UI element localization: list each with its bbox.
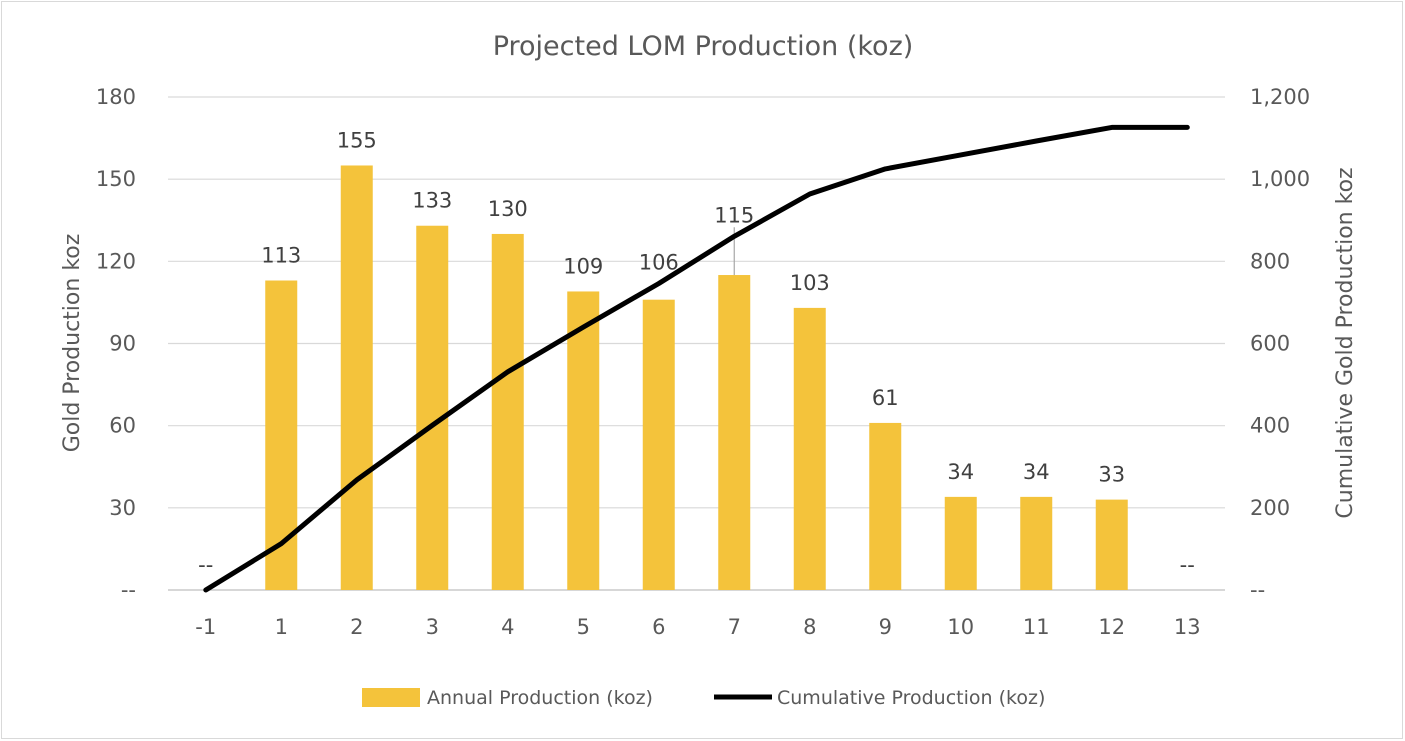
left-tick-label: 30 [109, 496, 136, 520]
data-label: 103 [790, 271, 830, 295]
x-tick-label: -1 [195, 615, 216, 639]
bar [869, 422, 902, 590]
x-tick-label: 8 [803, 615, 816, 639]
bar [567, 291, 600, 590]
data-label: 61 [872, 386, 899, 410]
right-tick-label: -- [1250, 578, 1265, 602]
data-labels: -- 113 155 133 130 109 106 115 103 61 34 34 33 -- [198, 128, 1195, 577]
left-tick-label: 150 [96, 167, 136, 191]
left-tick-label: 180 [96, 85, 136, 109]
x-tick-label: 12 [1098, 615, 1125, 639]
x-axis-ticks: -1 1 2 3 4 5 6 7 8 9 10 11 12 13 [195, 615, 1200, 639]
cumulative-line [203, 124, 1190, 593]
bar [718, 275, 751, 590]
data-label: 115 [714, 203, 754, 227]
left-tick-label: 60 [109, 414, 136, 438]
x-tick-label: 1 [275, 615, 288, 639]
right-axis-title: Cumulative Gold Production koz [1333, 167, 1358, 518]
legend-bar-swatch [362, 688, 420, 707]
left-tick-label: 90 [109, 332, 136, 356]
right-tick-label: 600 [1250, 332, 1290, 356]
bar [340, 165, 373, 590]
data-label: 133 [412, 189, 452, 213]
x-tick-label: 6 [652, 615, 665, 639]
data-label: -- [198, 553, 213, 577]
right-tick-label: 200 [1250, 496, 1290, 520]
right-axis-ticks: -- 200 400 600 800 1,000 1,200 [1250, 85, 1310, 602]
bar [416, 225, 449, 590]
x-tick-label: 7 [728, 615, 741, 639]
data-label: 113 [261, 244, 301, 268]
bar [1095, 499, 1128, 590]
x-tick-label: 4 [501, 615, 514, 639]
x-tick-label: 10 [947, 615, 974, 639]
legend-line-label: Cumulative Production (koz) [777, 687, 1045, 709]
data-label: 155 [337, 128, 377, 152]
gridlines [168, 96, 1225, 591]
bar [265, 280, 298, 590]
bar [793, 307, 826, 590]
right-tick-label: 400 [1250, 414, 1290, 438]
left-axis-ticks: -- 30 60 90 120 150 180 [96, 85, 136, 602]
bar [1020, 496, 1053, 590]
legend-bar-label: Annual Production (koz) [427, 687, 653, 709]
right-tick-label: 800 [1250, 249, 1290, 273]
bar [491, 233, 524, 590]
left-tick-label: -- [121, 578, 136, 602]
line-series [203, 124, 1190, 593]
x-tick-label: 11 [1023, 615, 1050, 639]
left-axis-title: Gold Production koz [60, 234, 85, 453]
legend: Annual Production (koz) Cumulative Produ… [362, 687, 1045, 709]
x-tick-label: 3 [426, 615, 439, 639]
data-label: 33 [1098, 463, 1125, 487]
data-label: 130 [488, 197, 528, 221]
data-label: 34 [1023, 460, 1050, 484]
x-tick-label: 9 [879, 615, 892, 639]
data-label: 106 [639, 251, 679, 275]
bar [642, 299, 675, 590]
chart-title: Projected LOM Production (koz) [493, 31, 914, 62]
right-tick-label: 1,000 [1250, 167, 1310, 191]
bar-series [265, 165, 1128, 590]
bar [944, 496, 977, 590]
data-label: -- [1180, 553, 1195, 577]
right-tick-label: 1,200 [1250, 85, 1310, 109]
x-tick-label: 5 [577, 615, 590, 639]
left-tick-label: 120 [96, 249, 136, 273]
x-tick-label: 2 [350, 615, 363, 639]
data-label: 109 [563, 254, 603, 278]
data-label: 34 [947, 460, 974, 484]
x-tick-label: 13 [1174, 615, 1201, 639]
